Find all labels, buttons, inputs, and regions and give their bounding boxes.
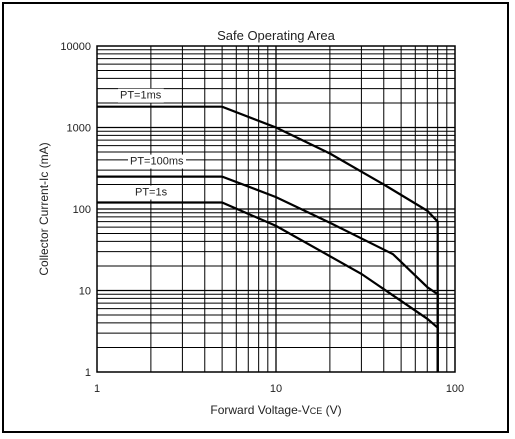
series-label-bg — [128, 154, 186, 169]
y-axis-label: Collector Current-Ic (mA) — [37, 142, 51, 275]
series-line — [97, 105, 439, 372]
x-tick-label: 10 — [270, 383, 282, 395]
series-line — [97, 201, 439, 372]
x-axis-label-main: Forward Voltage-V — [210, 403, 309, 417]
series-label: PT=100ms — [130, 156, 184, 168]
series-label: PT=1s — [135, 187, 168, 199]
y-tick-label: 10000 — [60, 41, 91, 53]
grid — [96, 45, 456, 373]
series-line — [97, 175, 439, 372]
y-tick-label: 1 — [85, 367, 91, 379]
series-group: PT=1ms PT=100ms PT=1s — [97, 88, 439, 372]
series-label-bg — [133, 185, 170, 200]
x-axis-label: Forward Voltage-VCE (V) — [210, 403, 341, 417]
y-tick-label: 10 — [79, 286, 91, 298]
x-tick-label: 100 — [446, 383, 464, 395]
series-label-bg — [118, 88, 164, 103]
x-tick-label: 1 — [94, 383, 100, 395]
y-tick-label: 1000 — [67, 123, 91, 135]
chart-title: Safe Operating Area — [217, 28, 336, 43]
x-axis-label-unit: (V) — [322, 403, 341, 417]
series-label: PT=1ms — [120, 90, 162, 102]
y-tick-label: 100 — [73, 204, 91, 216]
x-axis-label-sub: CE — [310, 406, 323, 416]
tick-labels: 1 10 100 1 10 100 1000 10000 — [60, 41, 464, 395]
